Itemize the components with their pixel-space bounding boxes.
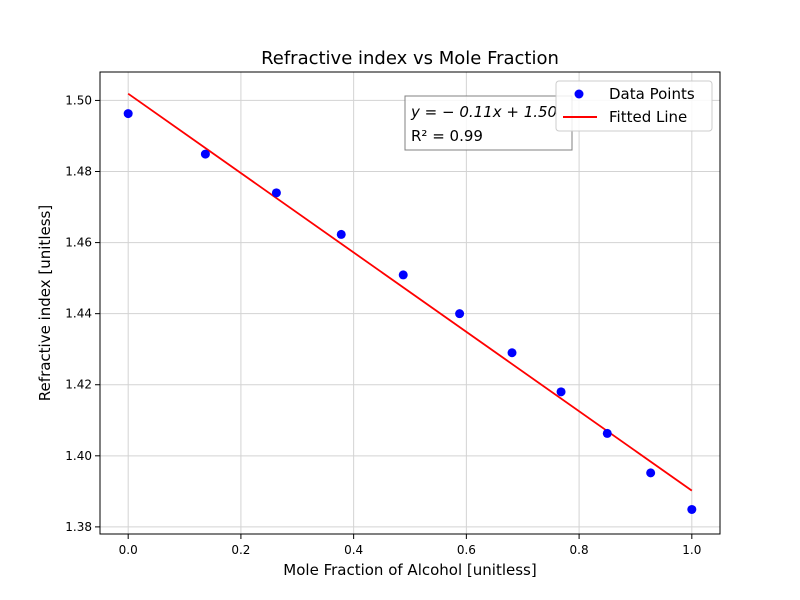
data-points-layer: [123, 109, 697, 514]
legend: Data Points Fitted Line: [555, 80, 713, 132]
y-axis-ticks: 1.38 1.40 1.42 1.44 1.46 1.48 1.50: [65, 93, 100, 534]
y-tick-label: 1.40: [65, 449, 92, 463]
y-axis-label: Refractive index [unitless]: [36, 205, 54, 401]
y-tick-label: 1.50: [65, 93, 92, 107]
legend-marker-data-points: [574, 89, 584, 99]
data-point: [556, 387, 566, 397]
legend-box: [555, 80, 713, 132]
data-point: [398, 270, 408, 280]
x-axis-ticks: 0.0 0.2 0.4 0.6 0.8 1.0: [119, 534, 701, 557]
legend-label-data-points: Data Points: [609, 85, 695, 103]
axes-frame: [99, 71, 721, 535]
y-tick-label: 1.38: [65, 520, 92, 534]
x-axis-label: Mole Fraction of Alcohol [unitless]: [283, 561, 536, 579]
chart-title: Refractive index vs Mole Fraction: [261, 48, 559, 69]
legend-label-fitted-line: Fitted Line: [609, 108, 687, 126]
data-point: [336, 229, 346, 239]
data-point: [602, 428, 612, 438]
data-point: [200, 149, 210, 159]
data-point: [646, 468, 656, 478]
x-tick-label: 0.0: [119, 543, 138, 557]
fitted-line-layer: [127, 92, 693, 492]
r-squared-text: R² = 0.99: [411, 127, 483, 145]
y-tick-label: 1.44: [65, 307, 92, 321]
x-tick-label: 0.6: [457, 543, 476, 557]
y-tick-label: 1.42: [65, 378, 92, 392]
equation-text: y = − 0.11x + 1.50: [410, 103, 557, 121]
x-tick-label: 0.2: [231, 543, 250, 557]
equation-box: [404, 95, 573, 151]
x-tick-label: 1.0: [682, 543, 701, 557]
fitted-line: [127, 92, 693, 492]
grid-lines: [100, 72, 720, 534]
data-point: [507, 348, 517, 358]
equation-annotation: y = − 0.11x + 1.50 R² = 0.99: [404, 95, 573, 151]
data-point: [687, 504, 697, 514]
data-point: [455, 309, 465, 319]
data-point: [271, 188, 281, 198]
y-tick-label: 1.46: [65, 236, 92, 250]
y-tick-label: 1.48: [65, 165, 92, 179]
data-point: [123, 109, 133, 119]
x-tick-label: 0.8: [570, 543, 589, 557]
x-tick-label: 0.4: [344, 543, 363, 557]
